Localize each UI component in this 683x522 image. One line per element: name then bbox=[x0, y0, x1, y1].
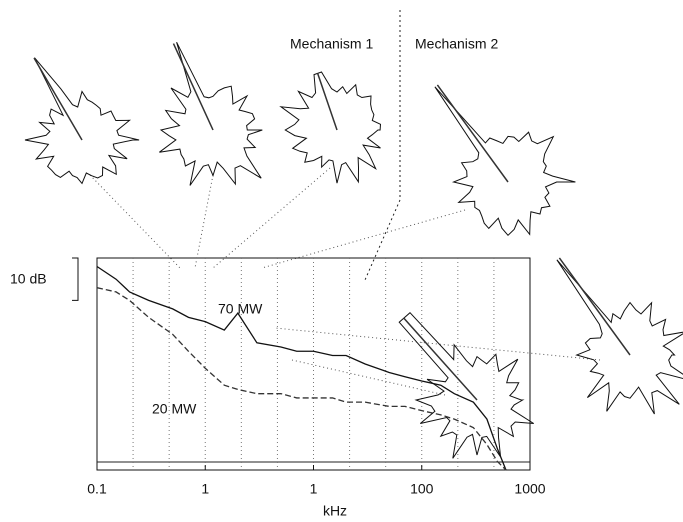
annotation: 70 MW bbox=[218, 301, 263, 317]
x-tick-label: 0.1 bbox=[87, 481, 107, 497]
connector bbox=[194, 174, 214, 269]
connector bbox=[89, 174, 181, 269]
x-tick-label: 1 bbox=[201, 481, 209, 497]
polar-spike bbox=[436, 84, 509, 183]
scale-bar bbox=[72, 257, 79, 301]
annotation: 20 MW bbox=[152, 401, 197, 417]
connector bbox=[212, 167, 331, 269]
series-line bbox=[96, 287, 507, 471]
series-line bbox=[96, 265, 507, 471]
connectors bbox=[89, 167, 601, 396]
x-tick-label: 1 bbox=[310, 481, 318, 497]
polar-spike bbox=[316, 72, 338, 131]
annotation: Mechanism 1 bbox=[290, 36, 373, 52]
polar-plot bbox=[556, 259, 683, 415]
connector bbox=[261, 209, 466, 269]
polar-spike bbox=[558, 257, 631, 356]
polar-plot bbox=[398, 312, 534, 459]
polar-plot bbox=[159, 41, 263, 186]
polar-spike bbox=[403, 317, 478, 401]
polar-spike bbox=[33, 57, 83, 141]
x-axis-label: kHz bbox=[323, 503, 347, 519]
scale-bar-label: 10 dB bbox=[10, 271, 47, 287]
decoration bbox=[89, 10, 601, 396]
polar-plot bbox=[24, 57, 140, 185]
polar-plot bbox=[434, 86, 576, 237]
connector bbox=[274, 327, 601, 361]
x-tick-label: 1000 bbox=[514, 481, 545, 497]
mechanism-divider bbox=[364, 10, 401, 281]
polar-plot bbox=[279, 71, 382, 184]
annotation: Mechanism 2 bbox=[415, 36, 498, 52]
x-tick-label: 100 bbox=[410, 481, 434, 497]
polar-spike bbox=[172, 43, 214, 131]
